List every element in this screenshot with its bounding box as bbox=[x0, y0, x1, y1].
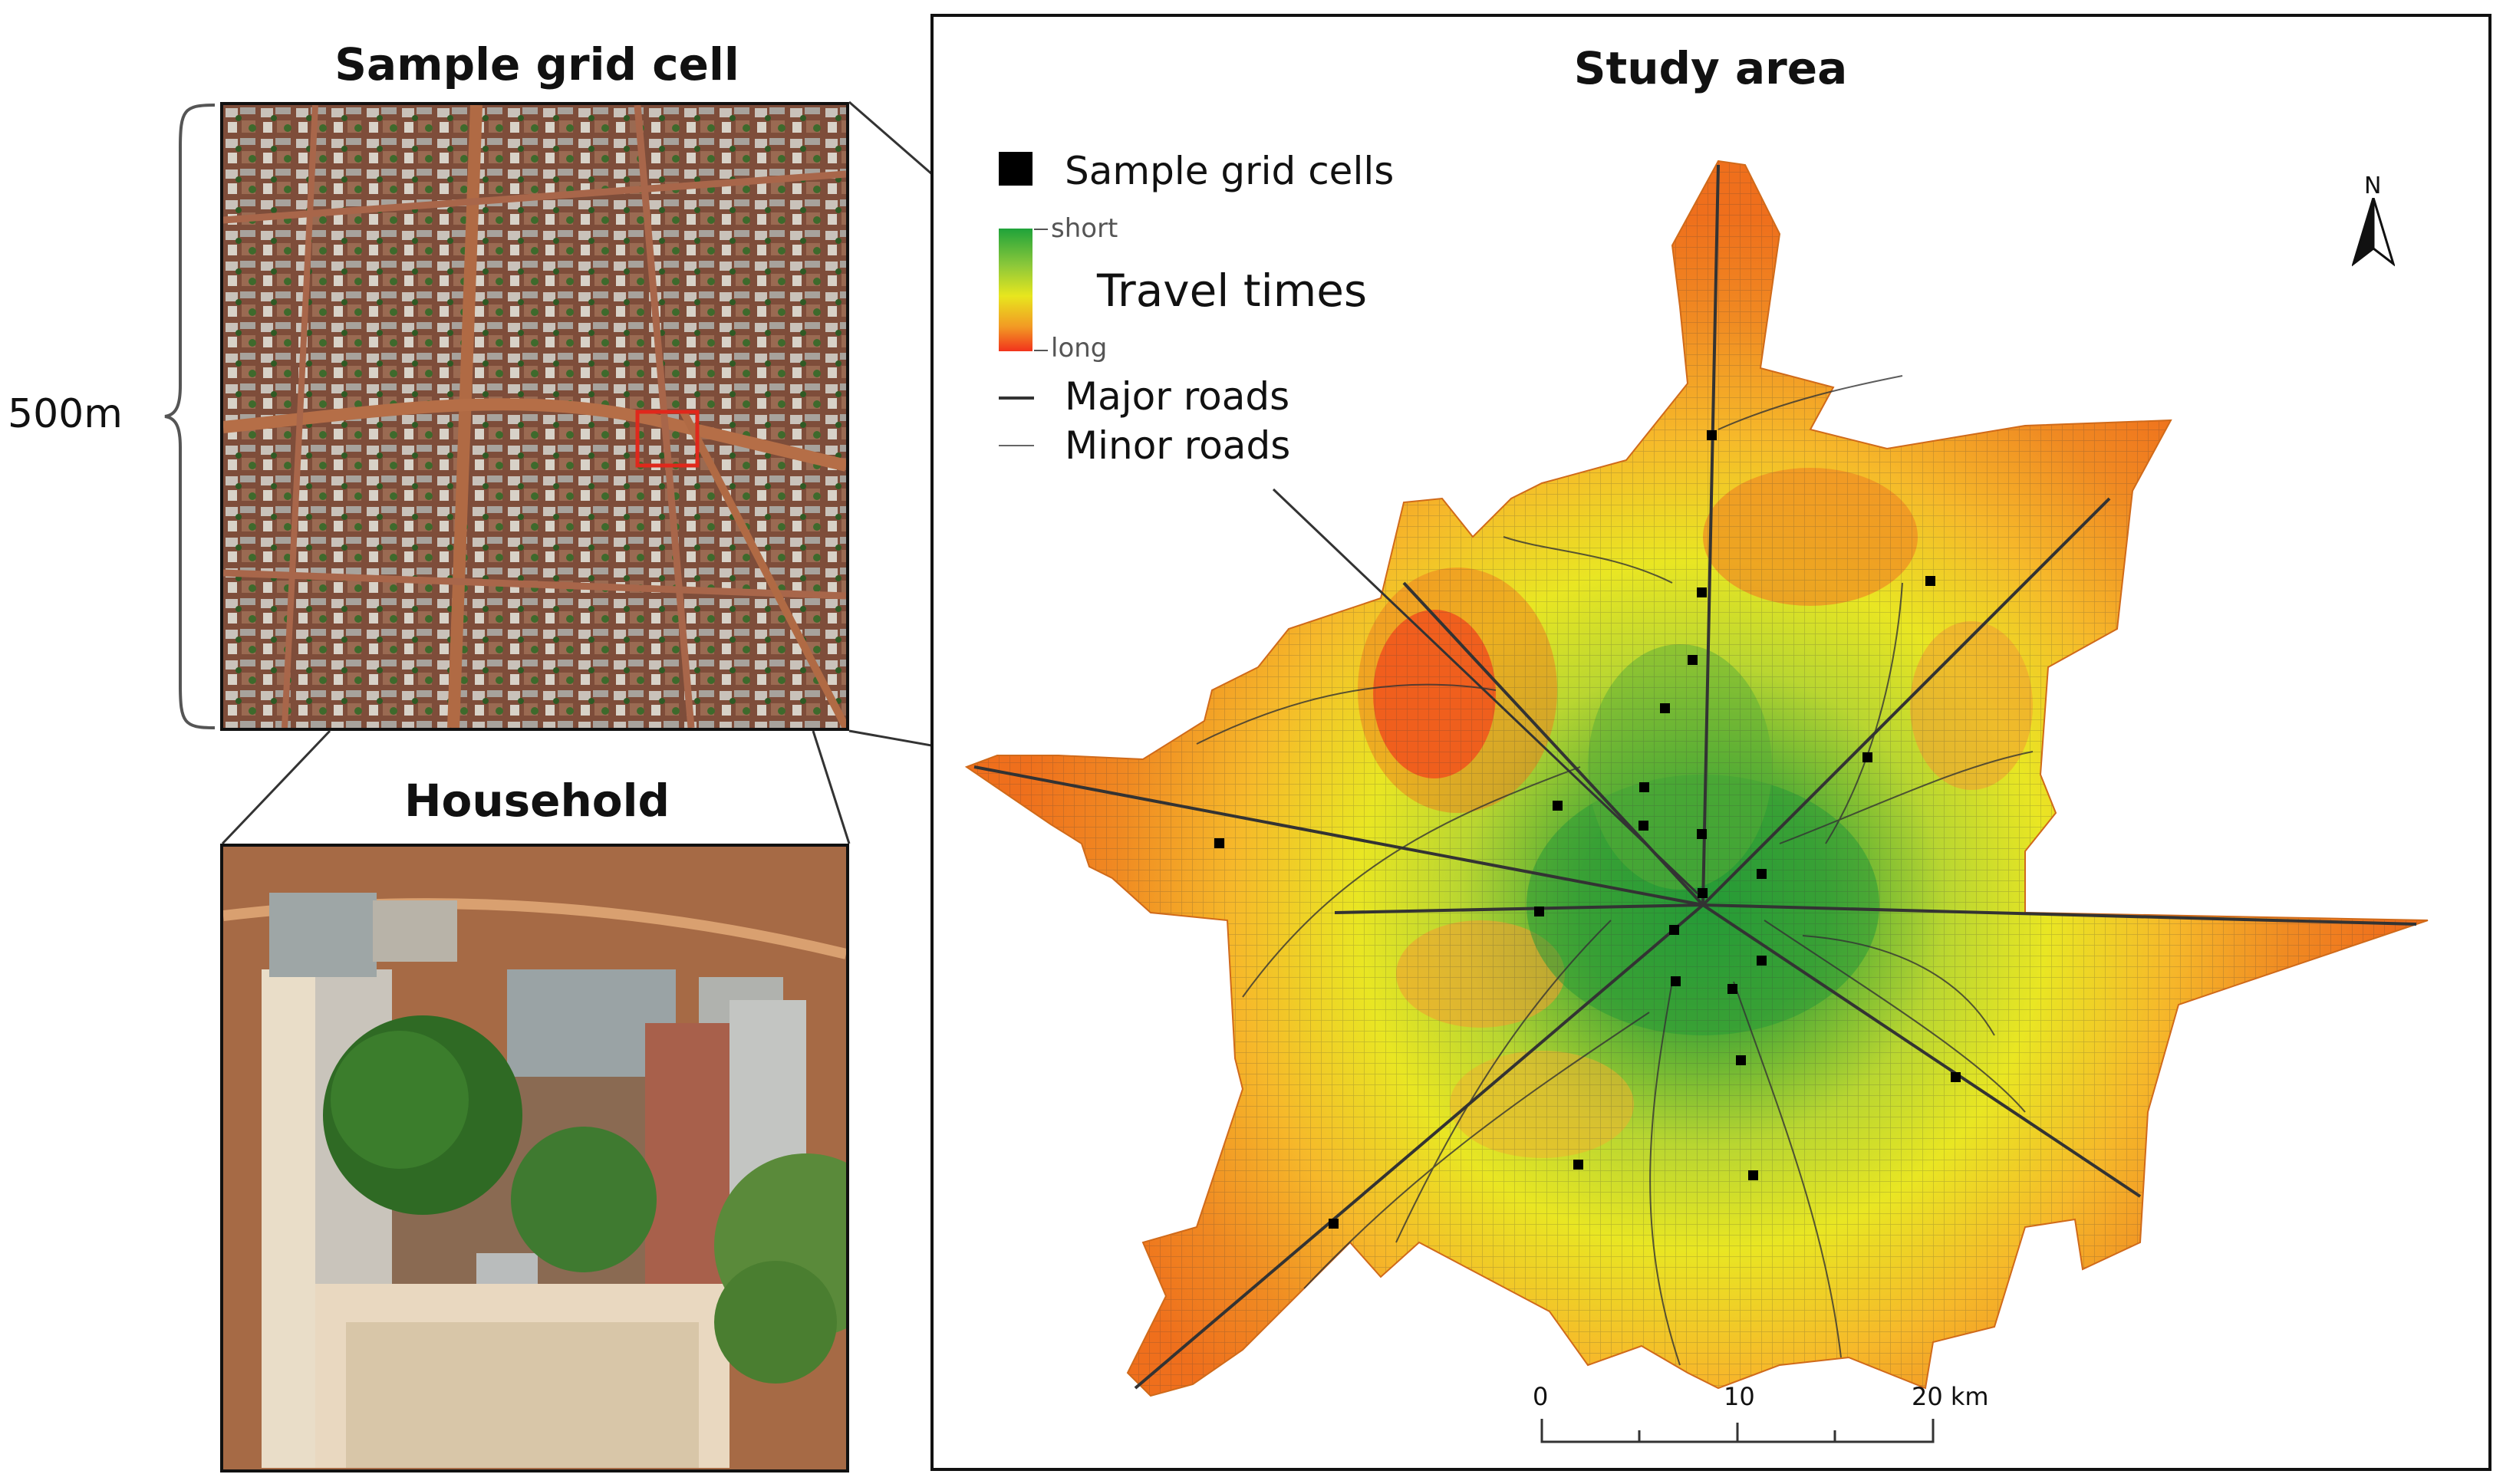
legend-sample-cells: Sample grid cells bbox=[1065, 149, 1395, 193]
scale-tick-10: 10 bbox=[1724, 1382, 1755, 1411]
sample-grid-cell-markers bbox=[1214, 430, 1961, 1229]
travel-time-ramp bbox=[999, 229, 1032, 351]
minor-roads bbox=[1196, 375, 2034, 1366]
household-title: Household bbox=[403, 775, 670, 827]
north-arrow-icon bbox=[2352, 198, 2395, 267]
legend-travel-times: Travel times bbox=[1097, 265, 1368, 317]
leader-line bbox=[1272, 488, 1699, 895]
legend-long: long bbox=[1051, 333, 1108, 364]
major-road-swatch bbox=[999, 397, 1034, 400]
long-tick bbox=[1034, 350, 1048, 351]
sample-grid-cell-title: Sample grid cell bbox=[334, 38, 739, 90]
scale-tick-20: 20 km bbox=[1912, 1382, 1989, 1411]
scale-tick-0: 0 bbox=[1533, 1382, 1549, 1411]
major-roads bbox=[973, 164, 2417, 1390]
legend: Sample grid cells short long Travel time… bbox=[990, 138, 1419, 475]
sample-cell-swatch bbox=[999, 152, 1032, 186]
short-tick bbox=[1034, 229, 1048, 230]
study-area-title: Study area bbox=[1573, 42, 1848, 94]
north-label: N bbox=[2364, 173, 2382, 199]
sample-grid-cell-image bbox=[220, 102, 849, 731]
scale-bar bbox=[1540, 1419, 1935, 1443]
highlighted-household-box bbox=[635, 410, 700, 468]
minor-road-swatch bbox=[999, 445, 1034, 446]
scale-label-500m: 500m bbox=[8, 391, 123, 437]
legend-major-roads: Major roads bbox=[1065, 374, 1290, 419]
legend-short: short bbox=[1051, 213, 1118, 244]
scale-brace bbox=[138, 102, 222, 731]
legend-minor-roads: Minor roads bbox=[1065, 423, 1291, 468]
household-image bbox=[220, 844, 849, 1472]
